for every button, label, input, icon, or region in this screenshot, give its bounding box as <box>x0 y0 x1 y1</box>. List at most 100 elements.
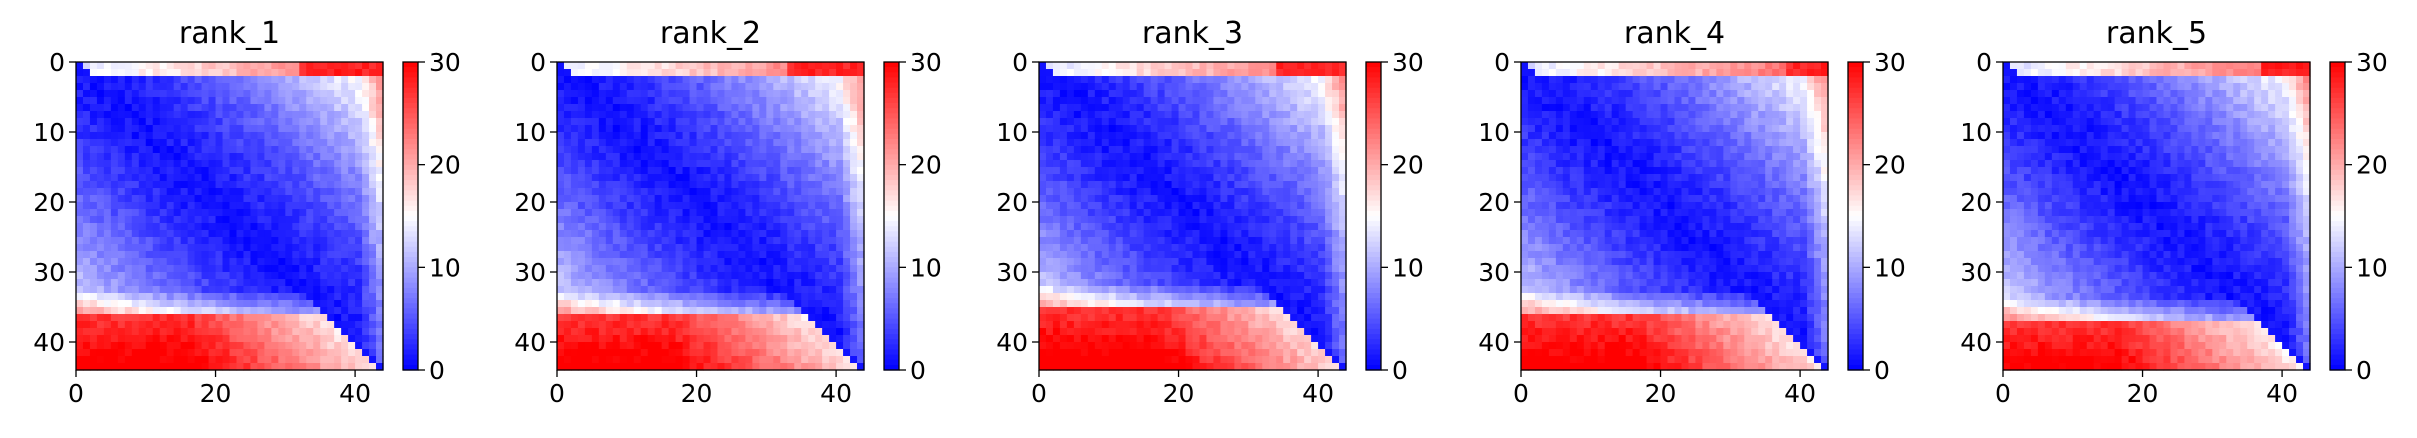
heatmap-cell <box>1213 111 1222 119</box>
heatmap-cell <box>1045 139 1054 147</box>
heatmap-cell <box>271 223 279 231</box>
heatmap-cell <box>1255 174 1263 182</box>
colorbar-segment <box>884 246 899 253</box>
heatmap-cell <box>320 314 328 322</box>
heatmap-cell <box>668 188 677 196</box>
heatmap-cell <box>341 153 349 161</box>
heatmap-cell <box>355 349 363 357</box>
heatmap-cell <box>612 363 621 371</box>
heatmap-cell <box>591 202 600 210</box>
heatmap-cell <box>577 195 586 203</box>
heatmap-cell <box>355 216 363 224</box>
heatmap-cell <box>1283 181 1291 189</box>
heatmap-cell <box>1087 181 1096 189</box>
heatmap-cell <box>794 293 802 301</box>
heatmap-cell <box>689 251 698 259</box>
heatmap-cell <box>376 111 384 119</box>
heatmap-cell <box>292 356 300 364</box>
heatmap-cell <box>780 202 788 210</box>
heatmap-cell <box>591 83 600 91</box>
heatmap-cell <box>598 181 607 189</box>
heatmap-cell <box>1178 118 1187 126</box>
heatmap-cell <box>689 97 698 105</box>
heatmap-cell <box>696 356 705 364</box>
heatmap-cell <box>341 132 349 140</box>
heatmap-cell <box>843 118 851 126</box>
heatmap-cell <box>689 104 698 112</box>
colorbar-tick-label: 20 <box>429 151 461 180</box>
heatmap-cell <box>187 265 196 273</box>
heatmap-cell <box>222 62 231 70</box>
heatmap-cell <box>243 293 252 301</box>
heatmap-cell <box>201 363 210 371</box>
heatmap-cell <box>731 195 740 203</box>
heatmap-cell <box>612 125 621 133</box>
heatmap-cell <box>124 314 133 322</box>
heatmap-cell <box>717 216 726 224</box>
heatmap-cell <box>640 335 649 343</box>
heatmap-cell <box>598 293 607 301</box>
heatmap-cell <box>76 349 84 357</box>
heatmap-cell <box>96 265 105 273</box>
heatmap-cell <box>82 251 91 259</box>
heatmap-cell <box>96 321 105 329</box>
heatmap-cell <box>173 202 182 210</box>
heatmap-cell <box>306 188 314 196</box>
heatmap-cell <box>250 167 259 175</box>
heatmap-cell <box>619 216 628 224</box>
heatmap-cell <box>570 265 579 273</box>
heatmap-cell <box>236 363 245 371</box>
heatmap-cell <box>752 237 760 245</box>
heatmap-cell <box>1220 181 1228 189</box>
heatmap-cell <box>201 244 210 252</box>
heatmap-cell <box>570 97 579 105</box>
heatmap-cell <box>145 272 154 280</box>
heatmap-cell <box>612 237 621 245</box>
heatmap-cell <box>766 230 774 238</box>
colorbar-segment <box>403 67 418 73</box>
heatmap-cell <box>362 286 370 294</box>
heatmap-cell <box>1318 90 1326 98</box>
heatmap-cell <box>201 300 210 308</box>
heatmap-cell <box>194 279 203 287</box>
heatmap-cell <box>563 83 572 91</box>
heatmap-cell <box>1220 90 1228 98</box>
heatmap-cell <box>341 125 349 133</box>
heatmap-cell <box>1087 104 1096 112</box>
heatmap-cell <box>243 279 252 287</box>
heatmap-cell <box>320 300 328 308</box>
heatmap-cell <box>570 125 579 133</box>
heatmap-cell <box>822 62 830 70</box>
heatmap-cell <box>243 237 252 245</box>
heatmap-cell <box>710 62 719 70</box>
heatmap-cell <box>1283 132 1291 140</box>
heatmap-cell <box>369 167 377 175</box>
heatmap-cell <box>1192 132 1201 140</box>
heatmap-cell <box>229 76 238 84</box>
heatmap-cell <box>570 314 579 322</box>
heatmap-cell <box>1080 209 1089 217</box>
heatmap-cell <box>815 335 823 343</box>
heatmap-cell <box>1143 146 1152 154</box>
heatmap-cell <box>563 328 572 336</box>
heatmap-cell <box>138 279 147 287</box>
heatmap-cell <box>152 307 161 315</box>
heatmap-cell <box>187 181 196 189</box>
heatmap-cell <box>180 132 189 140</box>
heatmap-cell <box>619 251 628 259</box>
heatmap-cell <box>376 300 384 308</box>
heatmap-cell <box>208 139 217 147</box>
heatmap-cell <box>843 97 851 105</box>
heatmap-cell <box>138 356 147 364</box>
heatmap-cell <box>682 363 691 371</box>
heatmap-cell <box>773 300 781 308</box>
heatmap-cell <box>1304 146 1312 154</box>
heatmap-cell <box>647 349 656 357</box>
heatmap-cell <box>822 146 830 154</box>
heatmap-cell <box>208 314 217 322</box>
heatmap-cell <box>619 83 628 91</box>
heatmap-cell <box>376 97 384 105</box>
heatmap-cell <box>850 167 858 175</box>
heatmap-cell <box>1283 160 1291 168</box>
heatmap-cell <box>250 293 259 301</box>
